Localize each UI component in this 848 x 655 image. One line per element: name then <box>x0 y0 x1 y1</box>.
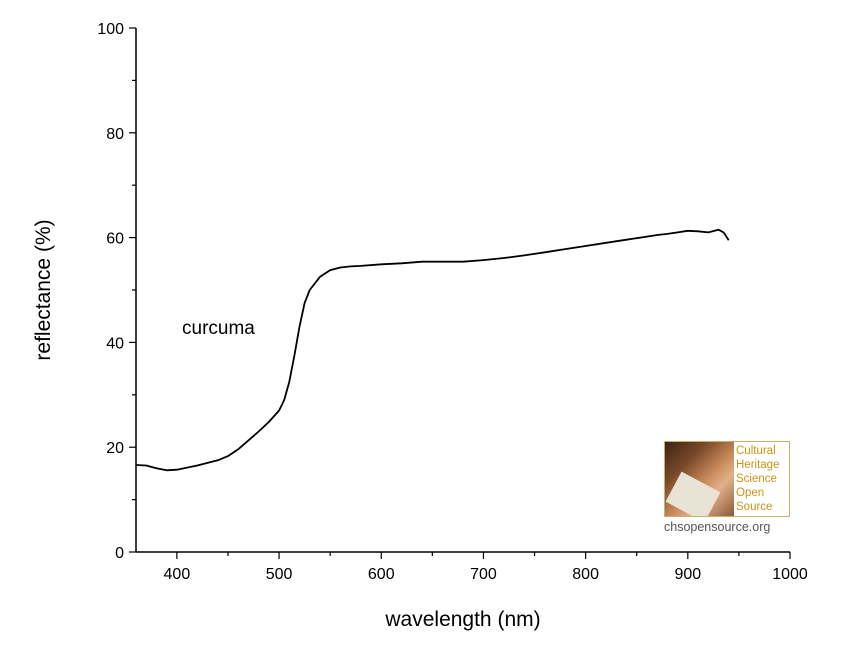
y-tick-label: 20 <box>106 440 124 457</box>
x-tick-label: 700 <box>470 566 497 583</box>
chsopensource-logo: Cultural Heritage Science Open Source ch… <box>664 441 792 534</box>
y-tick-label: 80 <box>106 126 124 143</box>
logo-url: chsopensource.org <box>664 520 771 534</box>
y-tick-label: 60 <box>106 231 124 248</box>
y-axis-label: reflectance (%) <box>32 219 55 360</box>
y-tick-label: 100 <box>97 21 124 38</box>
x-tick-label: 500 <box>266 566 293 583</box>
x-axis-label: wavelength (nm) <box>384 608 540 631</box>
y-tick-label: 40 <box>106 335 124 352</box>
y-tick-label: 0 <box>115 545 124 562</box>
x-tick-label: 600 <box>368 566 395 583</box>
x-tick-label: 1000 <box>772 566 808 583</box>
series-annotation: curcuma <box>182 318 255 339</box>
portrait-image <box>665 442 734 516</box>
logo-line-1: Cultural <box>736 445 776 457</box>
logo-line-3: Science <box>736 473 777 485</box>
x-tick-label: 900 <box>674 566 701 583</box>
logo-words: Cultural Heritage Science Open Source <box>734 442 779 516</box>
logo-line-4: Open <box>736 487 765 499</box>
logo-box: Cultural Heritage Science Open Source <box>664 441 790 517</box>
x-tick-label: 400 <box>164 566 191 583</box>
logo-line-2: Heritage <box>736 459 780 471</box>
ticks: 400 500 600 700 800 900 1000 0 20 40 60 80 100 <box>97 21 808 583</box>
plot-area <box>135 228 730 472</box>
series-line <box>135 228 730 472</box>
x-tick-label: 800 <box>572 566 599 583</box>
logo-line-5: Source <box>736 501 773 513</box>
